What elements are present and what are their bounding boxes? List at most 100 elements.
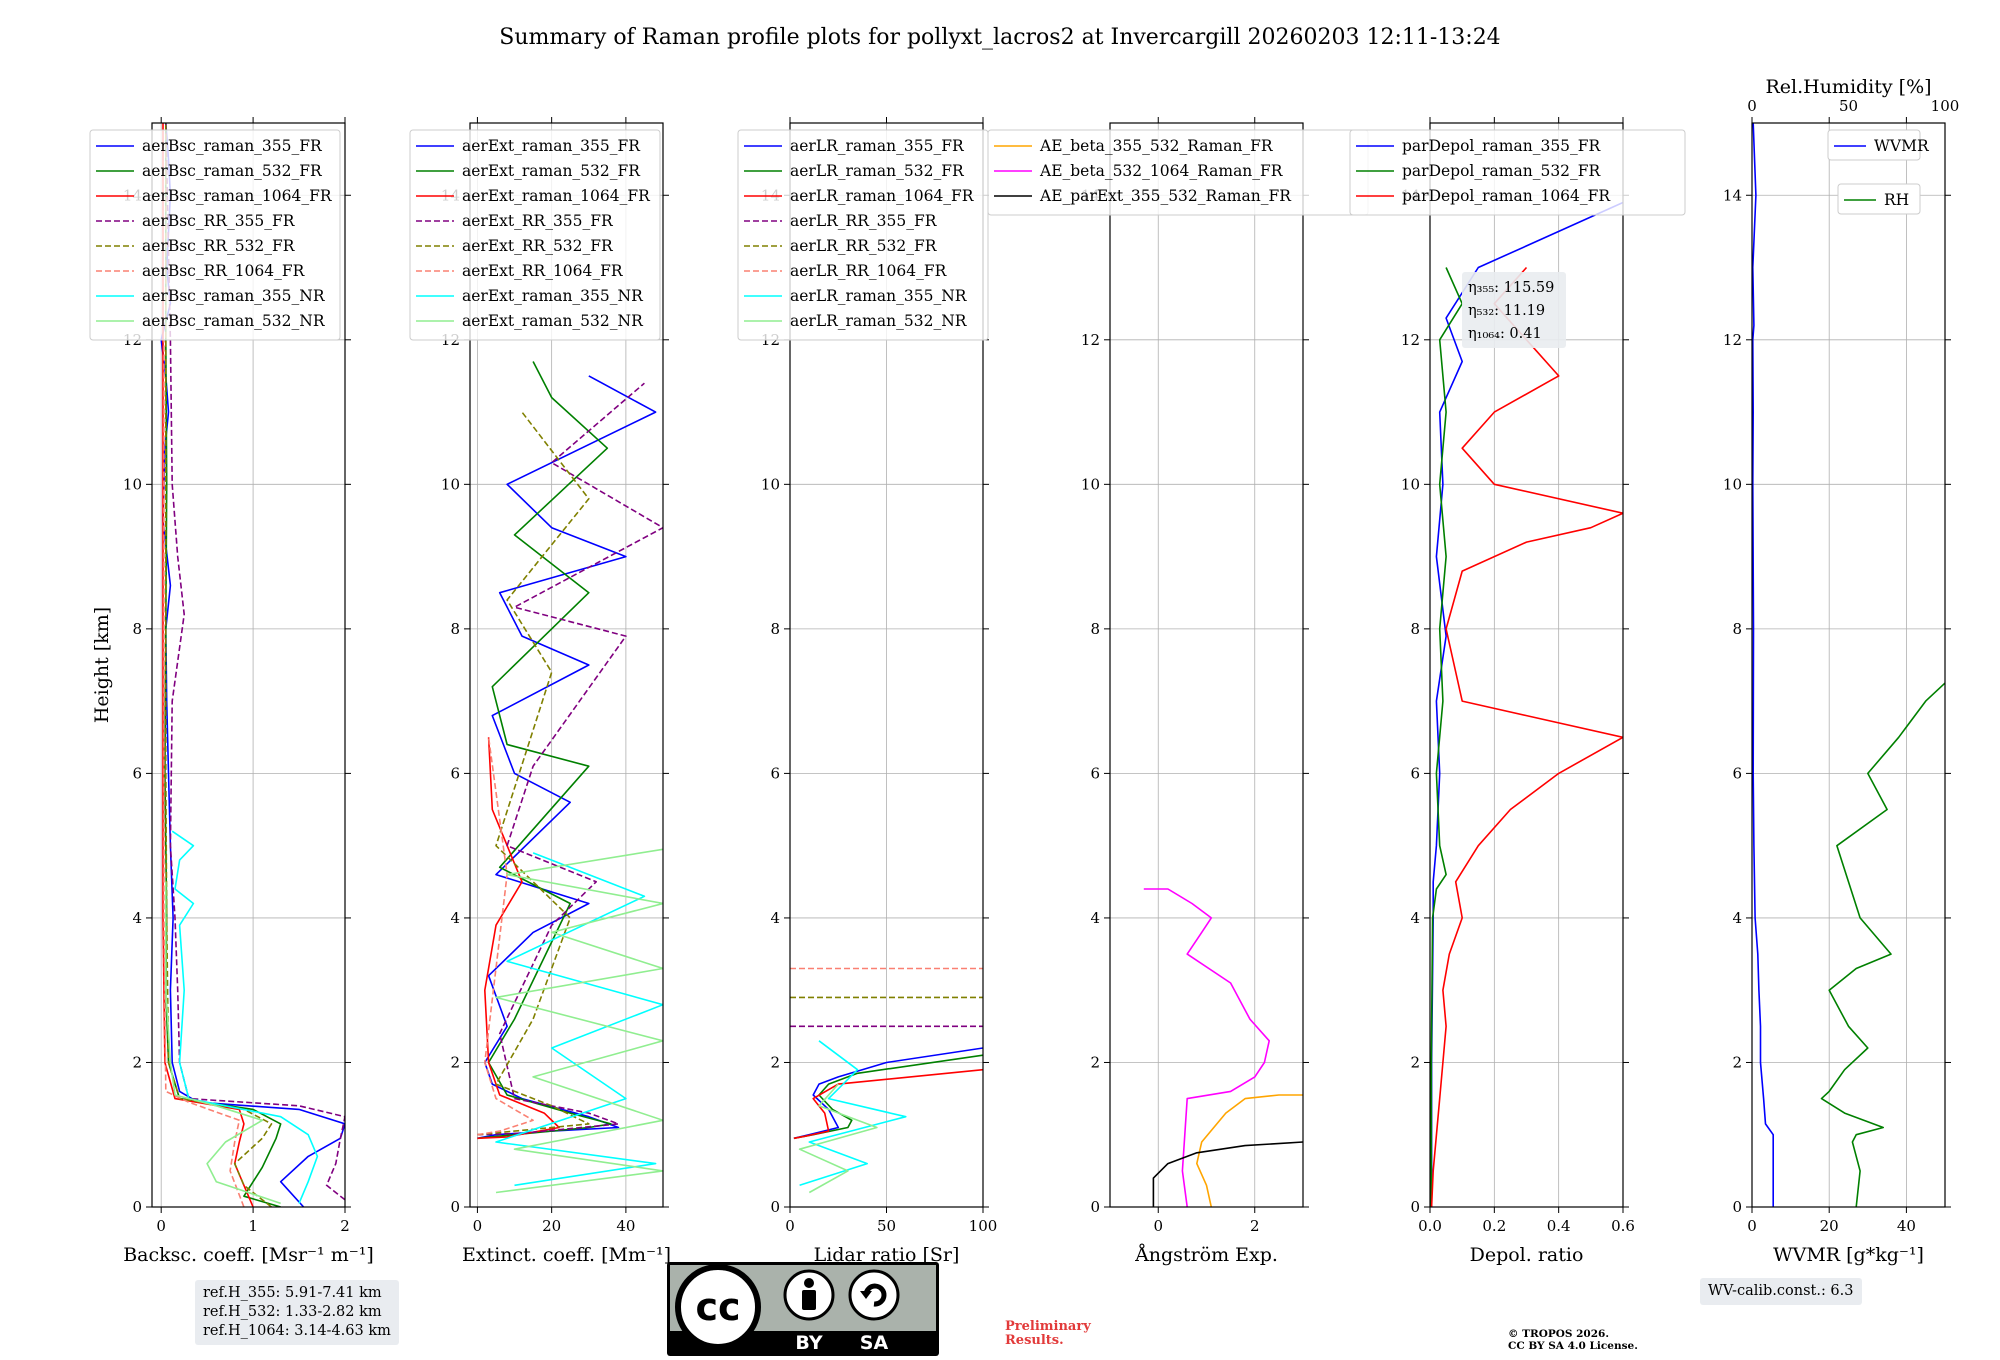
series-group [1143, 888, 1303, 1207]
panel-angstrom: 0202468101214Ångström Exp.AE_beta_355_53… [987, 117, 1369, 1266]
legend-label: aerExt_RR_1064_FR [462, 262, 624, 280]
legend-label: aerBsc_RR_1064_FR [142, 262, 306, 280]
y-tick-label: 4 [770, 909, 780, 927]
legend-label: aerBsc_raman_355_FR [142, 137, 323, 155]
legend-box [737, 129, 989, 341]
series-line-AE_parExt_355_532_Raman_FR [1152, 1141, 1303, 1207]
series-group [1752, 123, 1945, 1207]
series-line-aerBsc_raman_1064_FR [162, 123, 254, 1207]
panel-lidar_ratio: 05010002468101214Lidar ratio [Sr]aerLR_r… [737, 117, 998, 1266]
legend-box [1827, 129, 1921, 161]
ref-height-532: ref.H_532: 1.33-2.82 km [203, 1304, 382, 1320]
legend-label: aerLR_RR_1064_FR [790, 262, 948, 280]
x-tick-label: 2 [1250, 1217, 1260, 1235]
axes-frame [1751, 122, 1946, 1208]
y-tick-label: 8 [1732, 620, 1742, 638]
series-line-aerExt_RR_1064_FR [477, 737, 534, 1136]
y-tick-label: 0 [1410, 1198, 1420, 1216]
preliminary-note: Preliminary Results. [1005, 1319, 1091, 1348]
series-group [790, 967, 983, 1194]
legend-label: aerLR_raman_532_NR [790, 312, 968, 330]
y-tick-label: 10 [1723, 475, 1742, 493]
legend-label: aerBsc_raman_532_NR [142, 312, 326, 330]
legend-label: aerLR_raman_1064_FR [790, 187, 975, 205]
y-tick-label: 2 [1410, 1053, 1420, 1071]
x2-axis-label: Rel.Humidity [%] [1765, 76, 1931, 98]
legend-label: aerExt_raman_355_NR [462, 287, 644, 305]
y-tick-label: 10 [1081, 475, 1100, 493]
legend-label: parDepol_raman_355_FR [1402, 137, 1602, 155]
x-axis-label: WVMR [g*kg⁻¹] [1773, 1244, 1924, 1266]
legend-box [89, 129, 341, 341]
axes-frame [1109, 122, 1304, 1208]
y-tick-label: 10 [441, 475, 460, 493]
x-axis-label: Depol. ratio [1470, 1244, 1584, 1266]
legend-label: aerBsc_raman_532_FR [142, 162, 323, 180]
series-line-aerBsc_RR_355_FR [165, 123, 345, 1201]
y-tick-label: 12 [1401, 331, 1420, 349]
axes-frame [151, 122, 346, 1208]
legend-label: aerExt_raman_532_NR [462, 312, 644, 330]
wv-calib-box: WV-calib.const.: 6.3 [1700, 1278, 1862, 1305]
y-tick-label: 0 [1090, 1198, 1100, 1216]
legend-label: aerBsc_raman_355_NR [142, 287, 326, 305]
series-line-aerExt_RR_532_FR [477, 411, 590, 1136]
y-tick-label: 0 [770, 1198, 780, 1216]
series-line-aerExt_RR_355_FR [477, 382, 663, 1136]
y-tick-label: 10 [1401, 475, 1420, 493]
x2-tick-label: 100 [1931, 97, 1960, 115]
y-tick-label: 4 [132, 909, 142, 927]
y-tick-label: 12 [1081, 331, 1100, 349]
legend-label: aerLR_raman_355_NR [790, 287, 968, 305]
legend-label: aerLR_raman_355_FR [790, 137, 965, 155]
y-tick-label: 2 [132, 1053, 142, 1071]
y-tick-label: 8 [450, 620, 460, 638]
y-tick-label: 6 [770, 764, 780, 782]
legend-label: aerBsc_RR_532_FR [142, 237, 296, 255]
copyright-line-1: © TROPOS 2026. [1508, 1328, 1610, 1340]
x-axis-label: Lidar ratio [Sr] [814, 1244, 960, 1266]
legend-label: aerExt_RR_532_FR [462, 237, 614, 255]
cc-by-sa-icon: cc BY SA [667, 1262, 939, 1356]
series-line-aerLR_raman_532_FR [793, 1054, 983, 1140]
panel-depolarization: 0.00.20.40.602468101214Depol. ratioparDe… [1349, 117, 1686, 1266]
ref-height-box: ref.H_355: 5.91-7.41 km ref.H_532: 1.33-… [195, 1280, 399, 1345]
y-tick-label: 0 [132, 1198, 142, 1216]
legend-label: aerExt_raman_1064_FR [462, 187, 651, 205]
legend-label: AE_beta_355_532_Raman_FR [1039, 137, 1274, 155]
x-axis-label: Ångström Exp. [1134, 1244, 1278, 1266]
x-tick-label: 0 [785, 1217, 795, 1235]
y-tick-label: 0 [1732, 1198, 1742, 1216]
panel-extinction: 0204002468101214Extinct. coeff. [Mm⁻¹]ae… [409, 117, 671, 1266]
axes-frame [469, 122, 664, 1208]
series-line-aerLR_raman_355_FR [793, 1047, 983, 1140]
y-tick-label: 14 [1723, 186, 1742, 204]
series-line-aerExt_raman_355_NR [495, 852, 663, 1187]
series-line-aerBsc_raman_355_NR [171, 830, 319, 1204]
panel-backscatter: 01202468101214Backsc. coeff. [Msr⁻¹ m⁻¹]… [89, 117, 374, 1266]
x-tick-label: 100 [969, 1217, 998, 1235]
series-line-AE_beta_355_532_Raman_FR [1196, 1094, 1303, 1207]
y-tick-label: 6 [132, 764, 142, 782]
y-tick-label: 8 [1410, 620, 1420, 638]
legend-box [1349, 129, 1686, 216]
x-tick-label: 0.0 [1418, 1217, 1442, 1235]
y-tick-label: 6 [450, 764, 460, 782]
panel-water_vapor: 0 20 40 0 2 4 6 8 10 12 14 WVMR [g*kg⁻¹] 0 50 100Rel.H… [1723, 76, 1960, 1266]
x-tick-label: 40 [1897, 1217, 1916, 1235]
legend-box [409, 129, 661, 341]
x-tick-label: 20 [1820, 1217, 1839, 1235]
legend-label: RH [1884, 191, 1909, 209]
y-tick-label: 4 [1410, 909, 1420, 927]
y-tick-label: 10 [123, 475, 142, 493]
y-tick-label: 2 [770, 1053, 780, 1071]
y-tick-label: 4 [450, 909, 460, 927]
x-axis-label: Extinct. coeff. [Mm⁻¹] [462, 1244, 671, 1266]
svg-text:cc: cc [695, 1285, 740, 1329]
series-group [477, 361, 663, 1194]
x-tick-label: 0.2 [1482, 1217, 1506, 1235]
series-line-aerLR_raman_532_NR [798, 1083, 878, 1194]
eta-label: η₃₅₅: 115.59 [1468, 280, 1554, 296]
x-tick-label: 0.4 [1547, 1217, 1571, 1235]
x-tick-label: 0 [473, 1217, 483, 1235]
